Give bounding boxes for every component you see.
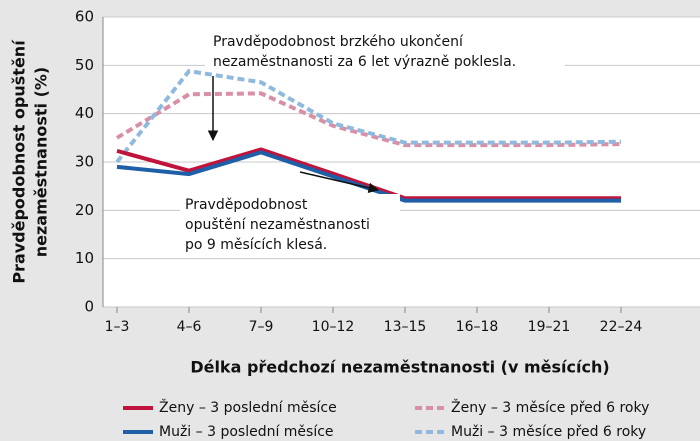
y-tick-label: 60 — [75, 8, 94, 26]
x-tick-label: 13–15 — [384, 319, 427, 335]
annotation-text: nezaměstnanosti za 6 let výrazně poklesl… — [213, 54, 516, 70]
legend-label: Muži – 3 měsíce před 6 roky — [451, 424, 646, 440]
y-tick-label: 40 — [75, 104, 94, 122]
y-tick-label: 0 — [84, 298, 94, 316]
series-line — [115, 68, 622, 164]
legend-label: Muži – 3 poslední měsíce — [159, 424, 334, 440]
legend-label: Ženy – 3 poslední měsíce — [159, 398, 337, 416]
annotation-arrow — [299, 171, 380, 193]
x-tick-label: 16–18 — [456, 319, 499, 335]
annotation-text: po 9 měsících klesá. — [185, 237, 327, 253]
annotation-text: Pravděpodobnost — [185, 197, 308, 213]
y-tick-label: 30 — [75, 153, 94, 171]
x-tick-label: 22–24 — [600, 319, 643, 335]
legend-label: Ženy – 3 měsíce před 6 roky — [451, 398, 649, 416]
y-tick-label: 50 — [75, 56, 94, 74]
annotation-text: Pravděpodobnost brzkého ukončení — [213, 34, 464, 50]
y-tick-label: 20 — [75, 201, 94, 219]
annotation-text: opuštění nezaměstnanosti — [185, 217, 370, 233]
annotation-bg — [180, 194, 400, 256]
x-tick-label: 7–9 — [249, 319, 274, 335]
x-axis-label: Délka předchozí nezaměstnanosti (v měsíc… — [190, 358, 609, 377]
x-tick-label: 19–21 — [528, 319, 571, 335]
x-tick-label: 1–3 — [105, 319, 130, 335]
y-tick-label: 10 — [75, 249, 94, 267]
series-line — [115, 91, 622, 148]
x-tick-label: 10–12 — [312, 319, 355, 335]
y-axis-label: nezaměstnanosti (%) — [32, 67, 51, 258]
x-tick-label: 4–6 — [177, 319, 202, 335]
annotation-bg — [205, 31, 565, 71]
y-axis-label: Pravděpodobnost opuštění — [10, 39, 29, 284]
